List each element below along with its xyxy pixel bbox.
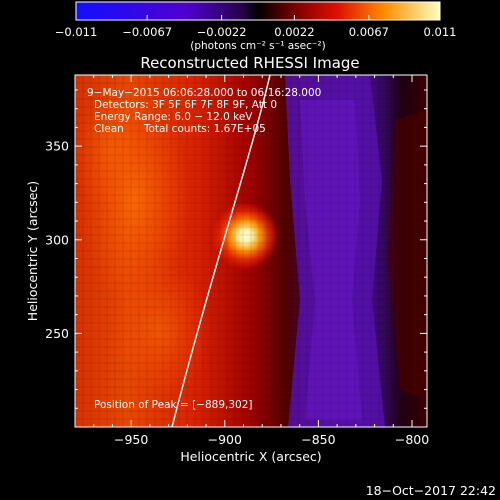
plot-frame bbox=[74, 74, 428, 428]
colorbar-ticks: −0.011 −0.0067 −0.0022 0.0022 0.0067 0.011 bbox=[55, 15, 457, 39]
y-axis-label: Heliocentric Y (arcsec) bbox=[25, 181, 40, 321]
x-tick-label: −800 bbox=[395, 432, 429, 447]
colorbar-unit-label: (photons cm⁻² s⁻¹ asec⁻²) bbox=[190, 40, 325, 52]
colorbar bbox=[76, 2, 440, 20]
colorbar-tick-label: −0.0022 bbox=[197, 25, 247, 39]
y-tick-label: 350 bbox=[45, 139, 69, 154]
colorbar-tick-label: −0.0067 bbox=[122, 25, 172, 39]
chart-title: Reconstructed RHESSI Image bbox=[140, 54, 359, 72]
x-tick-label: −850 bbox=[301, 432, 335, 447]
heatmap-image bbox=[75, 75, 427, 427]
y-tick-label: 300 bbox=[45, 232, 69, 247]
render-timestamp: 18−Oct−2017 22:42 bbox=[366, 483, 496, 498]
x-axis-label: Heliocentric X (arcsec) bbox=[180, 449, 321, 464]
colorbar-tick-label: 0.0022 bbox=[274, 25, 314, 39]
peak-position-label: Position of Peak = [−889,302] bbox=[94, 399, 253, 411]
annotation-time-range: 9−May−2015 06:06:28.000 to 06:16:28.000 bbox=[87, 87, 321, 99]
y-axis-ticks: 250 300 350 bbox=[45, 89, 427, 409]
annotation-clean-counts: Clean Total counts: 1.67E+05 bbox=[94, 123, 266, 135]
colorbar-tick-label: −0.011 bbox=[55, 25, 98, 39]
x-tick-label: −950 bbox=[114, 432, 148, 447]
solar-limb bbox=[171, 75, 271, 427]
annotation-detectors: Detectors: 3F 5F 6F 7F 8F 9F, Att 0 bbox=[94, 99, 277, 111]
colorbar-tick-label: 0.011 bbox=[424, 25, 457, 39]
colorbar-tick-label: 0.0067 bbox=[349, 25, 389, 39]
x-tick-label: −900 bbox=[208, 432, 242, 447]
observation-info: 9−May−2015 06:06:28.000 to 06:16:28.000 … bbox=[87, 87, 321, 135]
x-axis-ticks: −950 −900 −850 −800 bbox=[93, 75, 429, 447]
y-tick-label: 250 bbox=[45, 326, 69, 341]
annotation-energy-range: Energy Range: 6.0 − 12.0 keV bbox=[94, 111, 253, 123]
peak-source bbox=[211, 202, 280, 271]
